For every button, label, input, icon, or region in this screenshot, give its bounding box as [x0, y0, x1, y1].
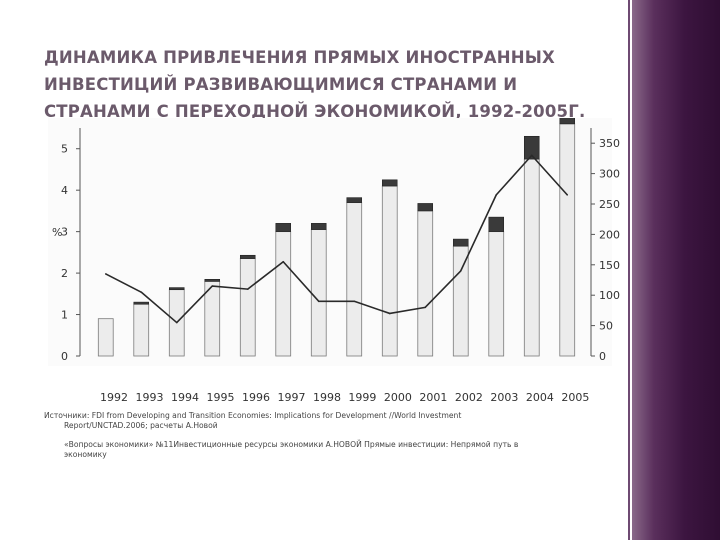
line-point: [140, 291, 143, 293]
left-axis-tick-label: 0: [61, 350, 68, 363]
title-line-3: СТРАНАМИ С ПЕРЕХОДНОЙ ЭКОНОМИКОЙ, 1992-2…: [44, 102, 586, 121]
line-point: [104, 273, 107, 275]
bar-light: [523, 158, 540, 357]
left-axis-tick-label: 2: [61, 267, 68, 280]
bar-light: [97, 318, 114, 357]
line-point: [424, 306, 427, 309]
line-point: [388, 312, 391, 315]
bar-light: [381, 185, 398, 357]
bar-dark: [168, 287, 185, 290]
bar-light: [346, 202, 363, 357]
note-line-2: экономику: [64, 450, 107, 459]
bar-dark: [239, 254, 256, 259]
left-axis-tick-label: 4: [61, 184, 68, 197]
bar-dark: [381, 179, 398, 187]
title-line-1: ДИНАМИКА ПРИВЛЕЧЕНИЯ ПРЯМЫХ ИНОСТРАННЫХ: [44, 48, 555, 67]
left-axis-tick-label: 3: [61, 226, 68, 239]
slide-title: ДИНАМИКА ПРИВЛЕЧЕНИЯ ПРЯМЫХ ИНОСТРАННЫХ …: [44, 44, 624, 125]
right-axis-tick-label: 350: [599, 137, 620, 150]
bar-light: [275, 231, 292, 357]
line-point: [353, 300, 356, 303]
line-point: [495, 194, 498, 196]
right-axis-tick-label: 50: [599, 320, 613, 333]
bar-light: [488, 231, 505, 357]
note-line-1: «Вопросы экономики» №11Инвестиционные ре…: [64, 440, 519, 449]
bar-dark: [559, 118, 576, 125]
bar-light: [452, 245, 469, 357]
bar-dark: [133, 301, 150, 305]
bar-dark: [452, 238, 469, 247]
source-line-1: Источники: FDI from Developing and Trans…: [44, 411, 462, 420]
line-point: [246, 288, 249, 290]
line-point: [211, 285, 214, 287]
line-point: [530, 154, 533, 157]
bar-light: [559, 123, 576, 357]
bar-dark: [523, 135, 540, 160]
line-point: [566, 194, 569, 196]
slide-decor-band: [632, 0, 720, 540]
title-line-2: ИНВЕСТИЦИЙ РАЗВИВАЮЩИМИСЯ СТРАНАМИ И: [44, 75, 518, 94]
right-axis-tick-label: 250: [599, 198, 620, 211]
bar-light: [310, 229, 327, 357]
slide-divider: [628, 0, 630, 540]
line-point: [282, 260, 285, 263]
right-axis-tick-label: 100: [599, 289, 620, 302]
right-axis-tick-label: 150: [599, 259, 620, 272]
left-axis-tick-label: 5: [61, 143, 68, 156]
source-citation: Источники: FDI from Developing and Trans…: [44, 411, 564, 431]
right-axis-tick-label: 200: [599, 228, 620, 241]
source-line-2: Report/UNCTAD.2006; расчеты А.Новой: [64, 421, 218, 430]
bar-light: [239, 258, 256, 357]
series-line: [105, 154, 568, 324]
bar-light: [417, 210, 434, 357]
right-axis-tick-label: 0: [599, 350, 606, 363]
line-point: [317, 300, 320, 303]
left-axis-tick-label: 1: [61, 309, 68, 322]
bar-dark: [417, 203, 434, 212]
bar-dark: [204, 279, 221, 282]
bar-dark: [346, 197, 363, 203]
bar-dark: [488, 216, 505, 232]
publication-note: «Вопросы экономики» №11Инвестиционные ре…: [64, 440, 624, 460]
bar-dark: [275, 223, 292, 232]
left-axis-label: %: [52, 226, 62, 239]
line-point: [175, 321, 178, 324]
line-point: [459, 270, 462, 272]
year-labels: 1992 1993 1994 1995 1996 1997 1998 1999 …: [100, 391, 590, 404]
bar-light: [133, 303, 150, 357]
fdi-chart: 0 1 2 3 4 5% 0 50 100 150 200 250 300 350: [52, 118, 620, 363]
bar-dark: [310, 223, 327, 230]
right-axis-tick-label: 300: [599, 168, 620, 181]
